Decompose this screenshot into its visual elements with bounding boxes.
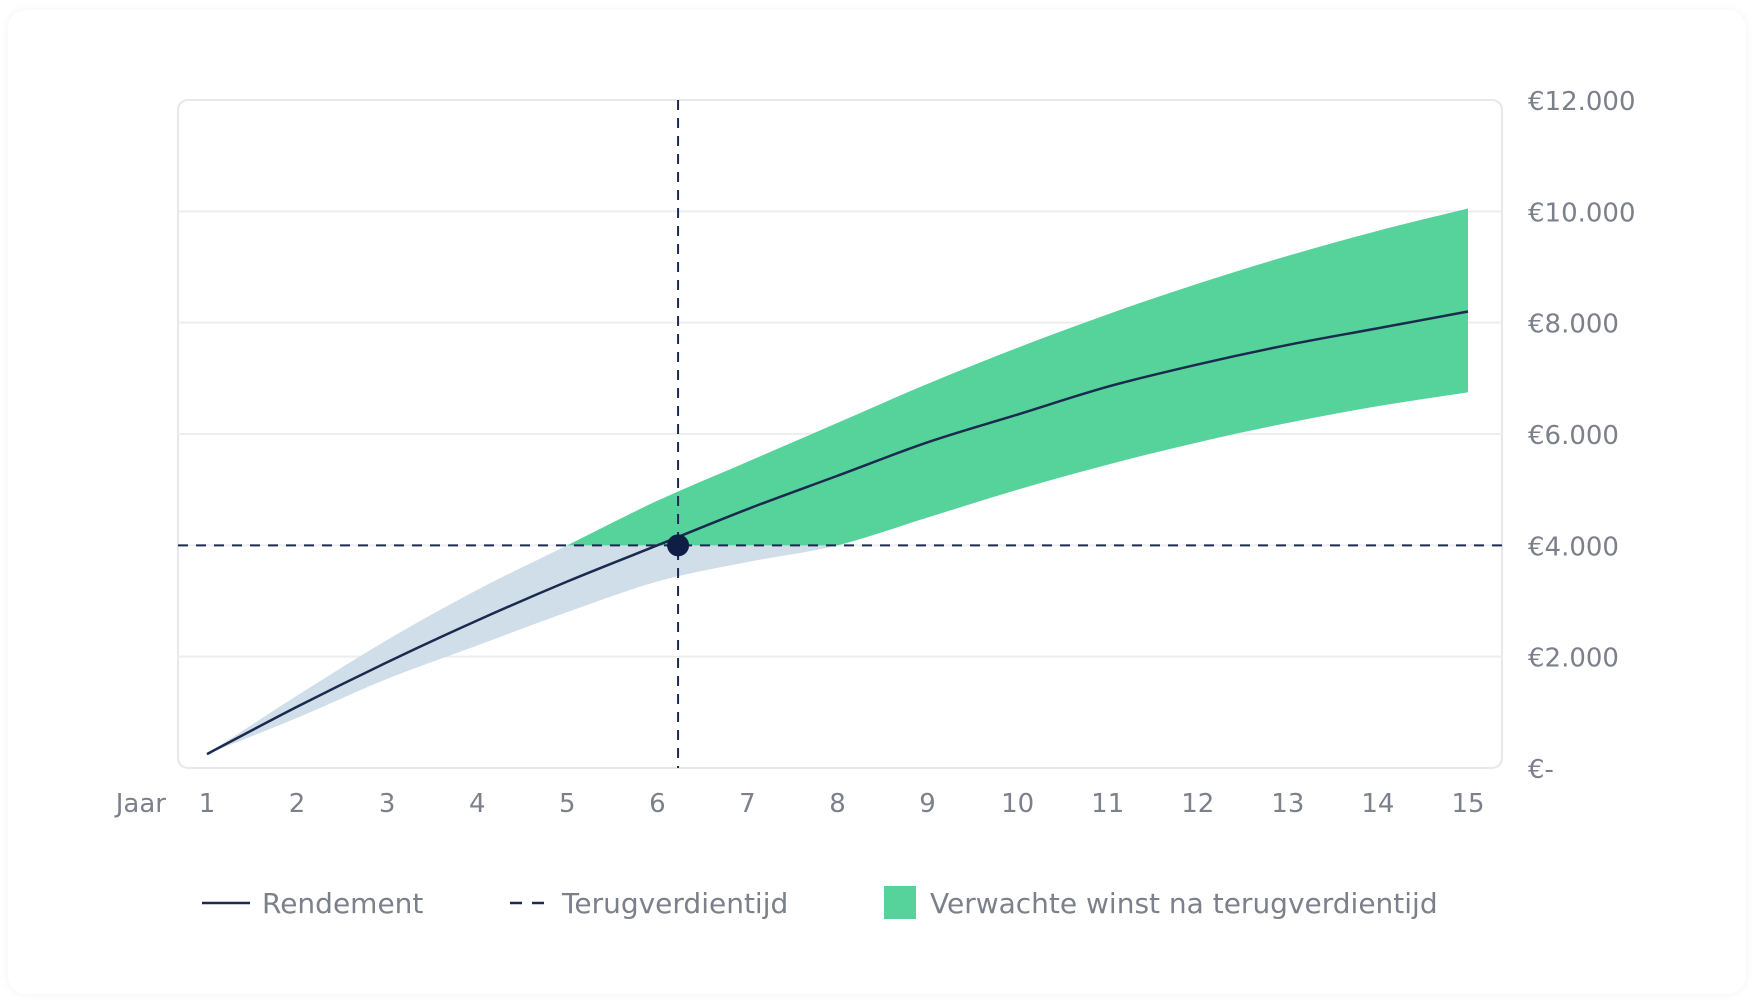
x-tick-label: 3	[379, 789, 396, 819]
expected-profit-band	[567, 208, 1468, 546]
line-group	[206, 310, 1469, 756]
x-tick-label: 4	[469, 789, 486, 819]
x-tick-label: 14	[1361, 789, 1394, 819]
x-tick-label: 15	[1451, 789, 1484, 819]
y-tick-label: €12.000	[1528, 87, 1636, 117]
x-tick-label: 13	[1271, 789, 1304, 819]
x-tick-label: 6	[649, 789, 666, 819]
x-tick-label: 2	[289, 789, 306, 819]
x-axis-label: Jaar	[114, 789, 167, 819]
legend-label-rendement: Rendement	[262, 887, 423, 920]
x-tick-label: 10	[1001, 789, 1034, 819]
y-tick-label: €-	[1528, 755, 1554, 785]
series-line-rendement	[206, 310, 1469, 756]
y-tick-label: €8.000	[1528, 310, 1619, 340]
legend-swatch	[884, 886, 916, 919]
x-tick-label: 8	[829, 789, 846, 819]
legend: Rendement Terugverdientijd Verwachte winst…	[202, 886, 1438, 920]
x-tick-label: 5	[559, 789, 576, 819]
payback-point	[667, 534, 690, 557]
x-tick-label: 11	[1091, 789, 1124, 819]
band-group	[207, 208, 1468, 755]
y-tick-label: €10.000	[1528, 198, 1636, 228]
y-tick-label: €2.000	[1528, 644, 1619, 674]
x-axis-ticks: Jaar 1 2 3 4 5 6 7 8 9 10 11 12 13 14 15	[114, 789, 1485, 819]
x-tick-label: 9	[919, 789, 936, 819]
x-tick-label: 1	[199, 789, 216, 819]
payback-group	[178, 100, 1502, 768]
legend-label-terugverdientijd: Terugverdientijd	[561, 887, 788, 920]
y-tick-label: €6.000	[1528, 421, 1619, 451]
x-tick-label: 12	[1181, 789, 1214, 819]
x-tick-label: 7	[739, 789, 756, 819]
y-tick-label: €4.000	[1528, 532, 1619, 562]
y-axis-ticks: €- €2.000 €4.000 €6.000 €8.000 €10.000 €12.000	[1528, 87, 1636, 785]
legend-label-verwachte-winst: Verwachte winst na terugverdientijd	[930, 887, 1438, 920]
